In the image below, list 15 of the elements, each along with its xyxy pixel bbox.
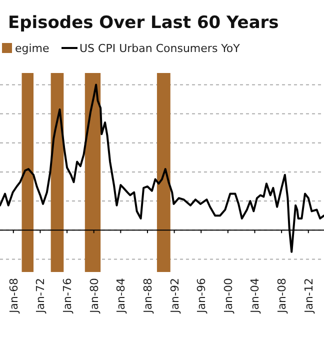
x-tick-label: Jan-88 <box>141 278 154 314</box>
x-tick-label: Jan-76 <box>61 278 74 314</box>
x-tick-label: Jan-04 <box>248 278 262 314</box>
x-tick-label: Jan-68 <box>7 278 20 314</box>
legend-label: egime <box>15 42 50 55</box>
x-tick-label: Jan-80 <box>88 278 101 314</box>
x-tick-label: Jan-96 <box>195 278 208 314</box>
x-tick-label: Jan-08 <box>276 278 289 314</box>
x-tick-label: Jan-00 <box>222 278 235 314</box>
x-tick-label: Jan-72 <box>34 278 48 314</box>
chart-title: Episodes Over Last 60 Years <box>8 13 279 33</box>
x-tick-label: Jan-84 <box>114 278 128 314</box>
x-tick-label: Jan-12 <box>302 278 316 314</box>
legend-label: US CPI Urban Consumers YoY <box>80 42 240 55</box>
x-tick-label: Jan-92 <box>168 278 182 314</box>
